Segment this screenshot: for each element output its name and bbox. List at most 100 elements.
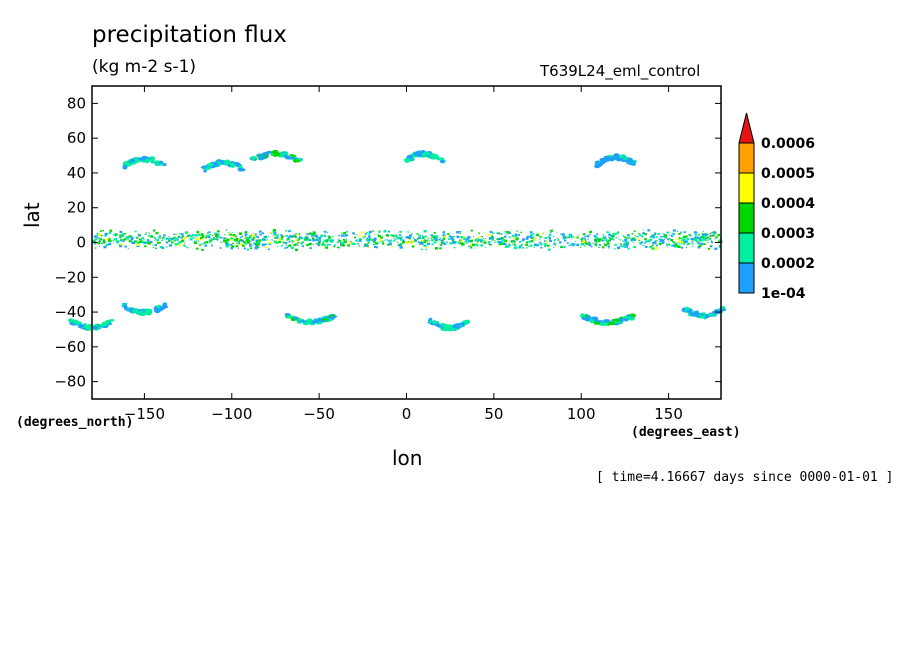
precip-cell xyxy=(312,320,320,323)
precip-cell xyxy=(306,318,313,323)
precip-cell xyxy=(177,237,180,239)
precip-cell xyxy=(297,244,299,246)
precip-cell xyxy=(488,244,491,246)
precip-cell xyxy=(277,245,279,247)
precip-cell xyxy=(94,247,97,249)
precip-cell xyxy=(584,245,586,247)
precip-cell xyxy=(293,240,295,242)
precip-cell xyxy=(526,236,529,239)
y-tick-label: −60 xyxy=(54,338,86,356)
x-tick-label: −100 xyxy=(211,405,252,423)
precip-cell xyxy=(678,232,681,235)
precip-cell xyxy=(418,242,421,244)
precip-cell xyxy=(419,242,423,245)
precip-cell xyxy=(339,241,342,244)
precip-cell xyxy=(691,245,694,247)
precip-cell xyxy=(416,237,419,240)
precip-cell xyxy=(263,243,265,245)
precip-cell xyxy=(115,233,118,236)
precip-cell xyxy=(288,230,292,232)
precip-cell xyxy=(347,244,351,247)
precip-cell xyxy=(140,239,143,242)
precip-cell xyxy=(276,241,279,243)
precip-cell xyxy=(442,240,444,242)
precip-cell xyxy=(488,240,491,243)
precip-cell xyxy=(121,235,124,237)
precip-cell xyxy=(231,245,235,248)
precip-cell xyxy=(394,238,396,240)
precip-cell xyxy=(678,236,681,238)
precip-cell xyxy=(556,232,558,234)
precip-cell xyxy=(453,246,456,249)
precip-cell xyxy=(402,239,405,242)
precip-cell xyxy=(696,311,700,315)
precip-cell xyxy=(136,243,140,247)
precip-cell xyxy=(192,233,194,235)
precip-cell xyxy=(570,242,574,245)
precip-cell xyxy=(617,246,621,250)
precip-cell xyxy=(420,240,423,242)
precip-cell xyxy=(291,239,293,242)
precip-cell xyxy=(273,229,277,232)
precip-cell xyxy=(249,243,252,245)
precip-cell xyxy=(207,236,211,239)
precip-cell xyxy=(268,243,271,246)
precip-cell xyxy=(162,236,164,239)
precip-cell xyxy=(446,241,448,243)
precip-cell xyxy=(482,238,484,239)
precip-cell xyxy=(213,232,217,235)
precip-cell xyxy=(710,240,713,242)
precip-cell xyxy=(181,239,183,240)
precip-cell xyxy=(622,245,625,248)
precip-cell xyxy=(358,245,360,247)
precip-cell xyxy=(602,239,605,242)
precip-cell xyxy=(365,238,369,241)
precip-cell xyxy=(239,236,242,239)
precip-cell xyxy=(138,240,142,244)
precip-cell xyxy=(257,239,259,241)
precip-cell xyxy=(183,242,186,244)
precip-cell xyxy=(470,244,472,246)
precip-cell xyxy=(669,237,671,239)
precip-cell xyxy=(689,235,692,237)
precip-cell xyxy=(190,235,194,238)
precip-cell xyxy=(113,237,118,241)
precip-cell xyxy=(472,244,476,247)
precip-cell xyxy=(709,245,713,248)
precip-cell xyxy=(274,232,277,234)
precip-cell xyxy=(491,237,494,240)
precip-cell xyxy=(119,234,122,237)
precip-cell xyxy=(373,239,377,242)
precip-cell xyxy=(533,238,537,241)
precip-cell xyxy=(528,240,532,243)
precip-cell xyxy=(681,238,684,241)
precip-cell xyxy=(99,238,102,241)
precip-cell xyxy=(630,314,635,317)
precip-cell xyxy=(489,230,493,234)
precip-cell xyxy=(694,314,700,318)
precip-cell xyxy=(628,316,635,319)
precip-cell xyxy=(659,240,662,243)
precip-cell xyxy=(685,246,688,248)
precip-cell xyxy=(158,236,161,239)
precip-cell xyxy=(580,313,585,318)
precip-cell xyxy=(654,232,657,235)
precip-cell xyxy=(291,241,293,243)
precip-cell xyxy=(633,230,636,232)
precip-cell xyxy=(407,231,409,233)
precip-cell xyxy=(225,237,228,240)
precip-cell xyxy=(119,236,122,239)
colorbar-label: 1e-04 xyxy=(761,286,806,302)
precip-cell xyxy=(489,243,492,246)
precip-cell xyxy=(467,241,470,243)
precip-cell xyxy=(710,241,714,244)
precip-cell xyxy=(673,242,677,245)
precip-cell xyxy=(632,239,634,241)
precip-cell xyxy=(693,231,697,234)
y-tick-label: 80 xyxy=(67,94,86,112)
precip-cell xyxy=(150,157,155,163)
precip-cell xyxy=(449,242,453,245)
precip-cell xyxy=(690,237,693,240)
precip-cell xyxy=(252,233,256,237)
precip-cell xyxy=(668,243,671,246)
